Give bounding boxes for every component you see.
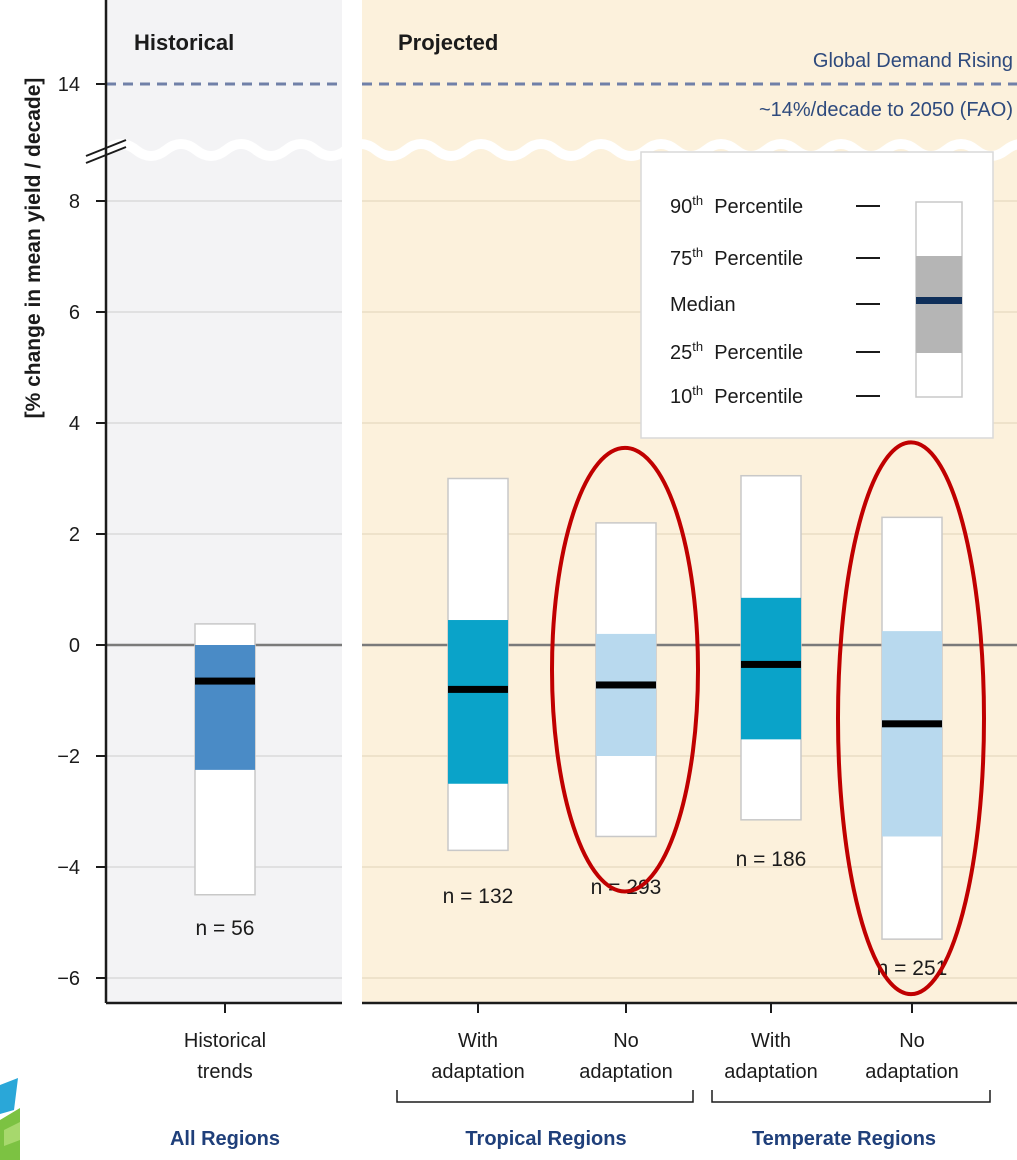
y-tick-label: 2 (69, 524, 80, 546)
box-median (741, 660, 801, 668)
reference-label-line1: Global Demand Rising (813, 50, 1013, 72)
box-median (882, 720, 942, 728)
legend-entry: Median (670, 294, 736, 316)
section-title-projected: Projected (398, 30, 498, 55)
legend-swatch-iqr (916, 256, 962, 353)
y-tick-label: 0 (69, 635, 80, 657)
box-iqr (882, 631, 942, 837)
y-tick-label: 14 (58, 74, 80, 96)
group-label-tropical: Tropical Regions (465, 1128, 626, 1150)
box-iqr (448, 620, 508, 784)
legend-entry: 25th Percentile (670, 339, 803, 364)
y-axis-label: [% change in mean yield / decade] (22, 78, 45, 419)
category-label-line2: adaptation (431, 1061, 524, 1083)
y-tick-label: 8 (69, 191, 80, 213)
group-bracket (396, 1090, 694, 1103)
category-labels: Historical trends With adaptation No adaptati… (184, 1030, 959, 1083)
axes (104, 0, 1017, 1013)
box-2: n = 132 (443, 477, 514, 908)
break-band (102, 139, 1017, 161)
y-tick-label: 6 (69, 302, 80, 324)
legend: 90th Percentile 75th Percentile Median 25th… (640, 151, 994, 439)
box-4: n = 186 (736, 474, 807, 871)
category-label-line2: adaptation (865, 1061, 958, 1083)
boxes: n = 56 n = 132 n = 293 n = 186 n = 251 (194, 474, 948, 980)
box-median (596, 681, 656, 689)
highlight-ellipse (836, 440, 986, 997)
y-tick-label: −6 (57, 968, 80, 990)
box-median (448, 685, 508, 693)
group-brackets (396, 1090, 991, 1103)
y-tick-label: −2 (57, 746, 80, 768)
reference-label-line2: ~14%/decade to 2050 (FAO) (759, 99, 1013, 121)
group-label-all: All Regions (170, 1128, 280, 1150)
group-label-temperate: Temperate Regions (752, 1128, 936, 1150)
legend-entry: 10th Percentile (670, 383, 803, 408)
highlight-ellipses (550, 440, 986, 997)
group-bracket (711, 1090, 991, 1103)
category-label-line1: No (899, 1030, 925, 1052)
box-n-label: n = 186 (736, 848, 807, 871)
logo-fragment (0, 1078, 20, 1160)
section-title-historical: Historical (134, 30, 234, 55)
box-5: n = 251 (877, 516, 948, 980)
category-label-line2: adaptation (579, 1061, 672, 1083)
legend-entry: 75th Percentile (670, 245, 803, 270)
y-ticks: −6 −4 −2 0 2 4 6 8 14 (57, 74, 106, 990)
box-n-label: n = 56 (196, 917, 255, 940)
category-label-line2: adaptation (724, 1061, 817, 1083)
category-label-line1: Historical (184, 1030, 266, 1052)
category-label-line1: With (458, 1030, 498, 1052)
category-label-line1: With (751, 1030, 791, 1052)
category-label-line2: trends (197, 1061, 253, 1083)
y-tick-label: −4 (57, 857, 80, 879)
highlight-ellipse (550, 445, 700, 894)
box-iqr (741, 597, 801, 740)
legend-entry: 90th Percentile (670, 193, 803, 218)
y-tick-label: 4 (69, 413, 80, 435)
box-n-label: n = 132 (443, 885, 514, 908)
box-3: n = 293 (591, 522, 661, 899)
box-iqr (195, 645, 255, 770)
box-median (195, 677, 255, 685)
box-iqr (596, 633, 656, 756)
legend-swatch-median (916, 297, 962, 304)
box-n-label: n = 251 (877, 957, 948, 980)
category-label-line1: No (613, 1030, 639, 1052)
box-1: n = 56 (194, 623, 256, 940)
